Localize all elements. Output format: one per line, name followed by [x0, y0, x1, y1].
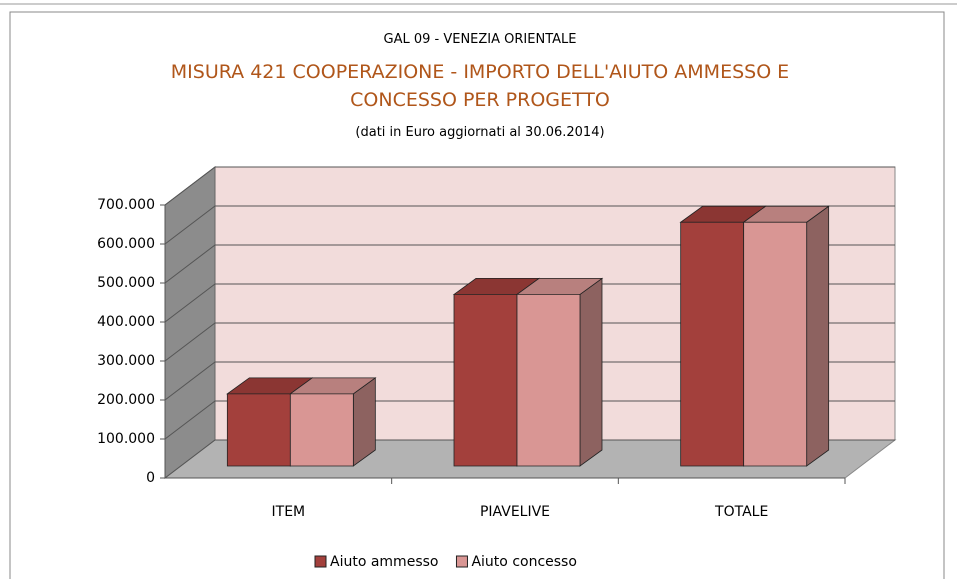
y-tick-label: 300.000 — [97, 353, 155, 369]
y-tick-label: 0 — [146, 470, 155, 486]
y-tick-label: 100.000 — [97, 431, 155, 447]
x-tick-label: PIAVELIVE — [480, 504, 550, 520]
y-tick-label: 500.000 — [97, 275, 155, 291]
x-tick-label: TOTALE — [714, 504, 768, 520]
legend-swatch — [455, 555, 468, 568]
chart-title: MISURA 421 COOPERAZIONE - IMPORTO DELL'A… — [170, 61, 790, 111]
bar-face — [289, 393, 354, 467]
y-tick-label: 600.000 — [97, 236, 155, 252]
grid-line — [164, 439, 895, 479]
side-wall — [164, 165, 216, 480]
legend-label: Aiuto ammesso — [330, 554, 438, 570]
bar-face — [806, 205, 830, 467]
grid-line — [164, 244, 895, 284]
grid-line — [164, 361, 895, 401]
bar-face — [226, 393, 291, 467]
grid-line — [164, 166, 895, 206]
y-tick-label: 700.000 — [97, 197, 155, 213]
y-tick-label: 400.000 — [97, 314, 155, 330]
bar — [742, 205, 830, 467]
grid-line — [164, 400, 895, 440]
bar — [289, 377, 377, 467]
chart-subtitle: (dati in Euro aggiornati al 30.06.2014) — [355, 125, 605, 140]
legend-label: Aiuto concesso — [471, 554, 576, 570]
y-tick-label: 200.000 — [97, 392, 155, 408]
bar-face — [579, 277, 603, 467]
bar-face — [680, 221, 745, 467]
chart-supertitle: GAL 09 - VENEZIA ORIENTALE — [383, 32, 577, 47]
grid-line — [164, 205, 895, 245]
legend-swatch — [314, 555, 327, 568]
bar-face — [516, 293, 581, 467]
bar-face — [743, 221, 808, 467]
grid-line — [164, 322, 895, 362]
x-tick-label: ITEM — [272, 504, 306, 520]
bar-face — [453, 293, 518, 467]
grid-line — [164, 283, 895, 323]
bar — [515, 277, 604, 467]
